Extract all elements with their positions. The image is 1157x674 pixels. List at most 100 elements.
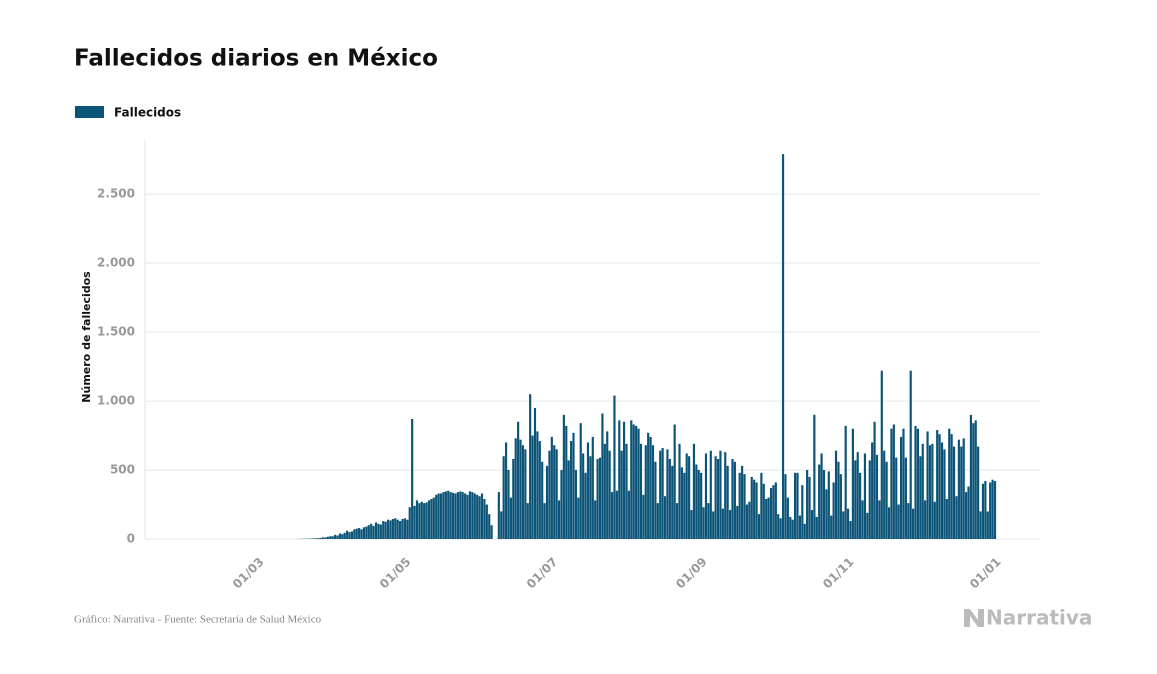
bar	[490, 525, 493, 539]
bar	[856, 452, 859, 539]
bar	[464, 493, 467, 539]
y-tick-label: 2.000	[97, 256, 135, 270]
bar	[688, 456, 691, 539]
bar	[709, 450, 712, 539]
bar	[437, 493, 440, 539]
bar	[854, 460, 857, 539]
bar	[582, 453, 585, 539]
bar	[789, 516, 792, 539]
bar	[895, 457, 898, 539]
bar	[526, 503, 529, 539]
bar	[868, 460, 871, 539]
bar	[529, 394, 532, 539]
bar	[719, 450, 722, 539]
bar	[702, 507, 705, 539]
y-tick-label: 2.500	[97, 187, 135, 201]
bar	[642, 494, 645, 539]
bar	[553, 445, 556, 539]
bar	[425, 502, 428, 539]
bar	[338, 533, 341, 539]
bar	[577, 497, 580, 539]
bar	[750, 476, 753, 539]
bar	[442, 492, 445, 539]
brand-name: Narrativa	[986, 606, 1092, 630]
bar	[625, 443, 628, 539]
bar	[601, 413, 604, 539]
bar	[536, 431, 539, 539]
x-tick-label: 01/03	[230, 555, 267, 592]
bar	[977, 446, 980, 539]
bar	[866, 512, 869, 539]
bar	[326, 536, 329, 539]
bar	[533, 407, 537, 539]
bar	[984, 481, 987, 539]
bar	[319, 537, 322, 539]
bar	[796, 472, 799, 539]
bar	[613, 395, 616, 539]
bar	[630, 420, 633, 539]
bar	[675, 503, 679, 539]
bar	[779, 518, 782, 539]
bar	[596, 459, 599, 539]
bar	[731, 459, 734, 539]
y-tick-label: 0	[127, 532, 135, 546]
bar	[391, 519, 394, 539]
bar	[760, 472, 763, 539]
bar	[842, 511, 845, 539]
bar	[476, 494, 479, 539]
bar	[940, 442, 944, 539]
bar	[716, 459, 720, 539]
bar	[572, 432, 575, 539]
bar	[459, 491, 462, 539]
source-note: Gráfico: Narrativa - Fuente: Secretaría …	[74, 614, 322, 626]
bar	[832, 482, 835, 539]
bar	[685, 453, 688, 539]
bar	[360, 529, 363, 539]
bar	[415, 500, 419, 539]
bar	[897, 504, 900, 539]
bar	[680, 467, 683, 539]
bar	[916, 428, 920, 539]
bar	[683, 472, 686, 539]
bar	[430, 499, 433, 539]
bar	[861, 500, 864, 539]
bar	[938, 434, 941, 539]
bar	[873, 421, 876, 539]
bar	[627, 490, 630, 539]
bar	[394, 518, 397, 539]
bar	[478, 496, 481, 539]
bar	[880, 370, 883, 539]
bar	[902, 428, 905, 539]
bar	[830, 515, 833, 539]
bar	[772, 485, 775, 539]
bar	[818, 464, 821, 539]
bar	[610, 492, 614, 539]
bar	[656, 503, 659, 539]
bar	[521, 445, 525, 539]
bar	[666, 449, 669, 539]
bar	[707, 503, 710, 539]
bar	[579, 423, 582, 539]
legend-swatch	[75, 106, 104, 118]
bar	[936, 430, 939, 539]
bar	[379, 524, 382, 539]
bar	[846, 508, 850, 539]
bar	[637, 428, 640, 539]
bar	[724, 452, 727, 539]
bar	[767, 497, 770, 539]
bar	[444, 491, 447, 539]
bar	[449, 492, 452, 539]
bar	[456, 492, 459, 539]
bar	[678, 443, 681, 539]
bar	[353, 529, 356, 539]
bar	[355, 528, 358, 539]
bar	[921, 443, 924, 539]
bar	[384, 521, 387, 539]
bar	[972, 423, 975, 539]
bar	[452, 492, 455, 539]
bar	[899, 436, 903, 539]
bar	[733, 461, 736, 539]
bar	[704, 453, 708, 539]
bar	[979, 511, 982, 539]
bar	[745, 504, 749, 539]
